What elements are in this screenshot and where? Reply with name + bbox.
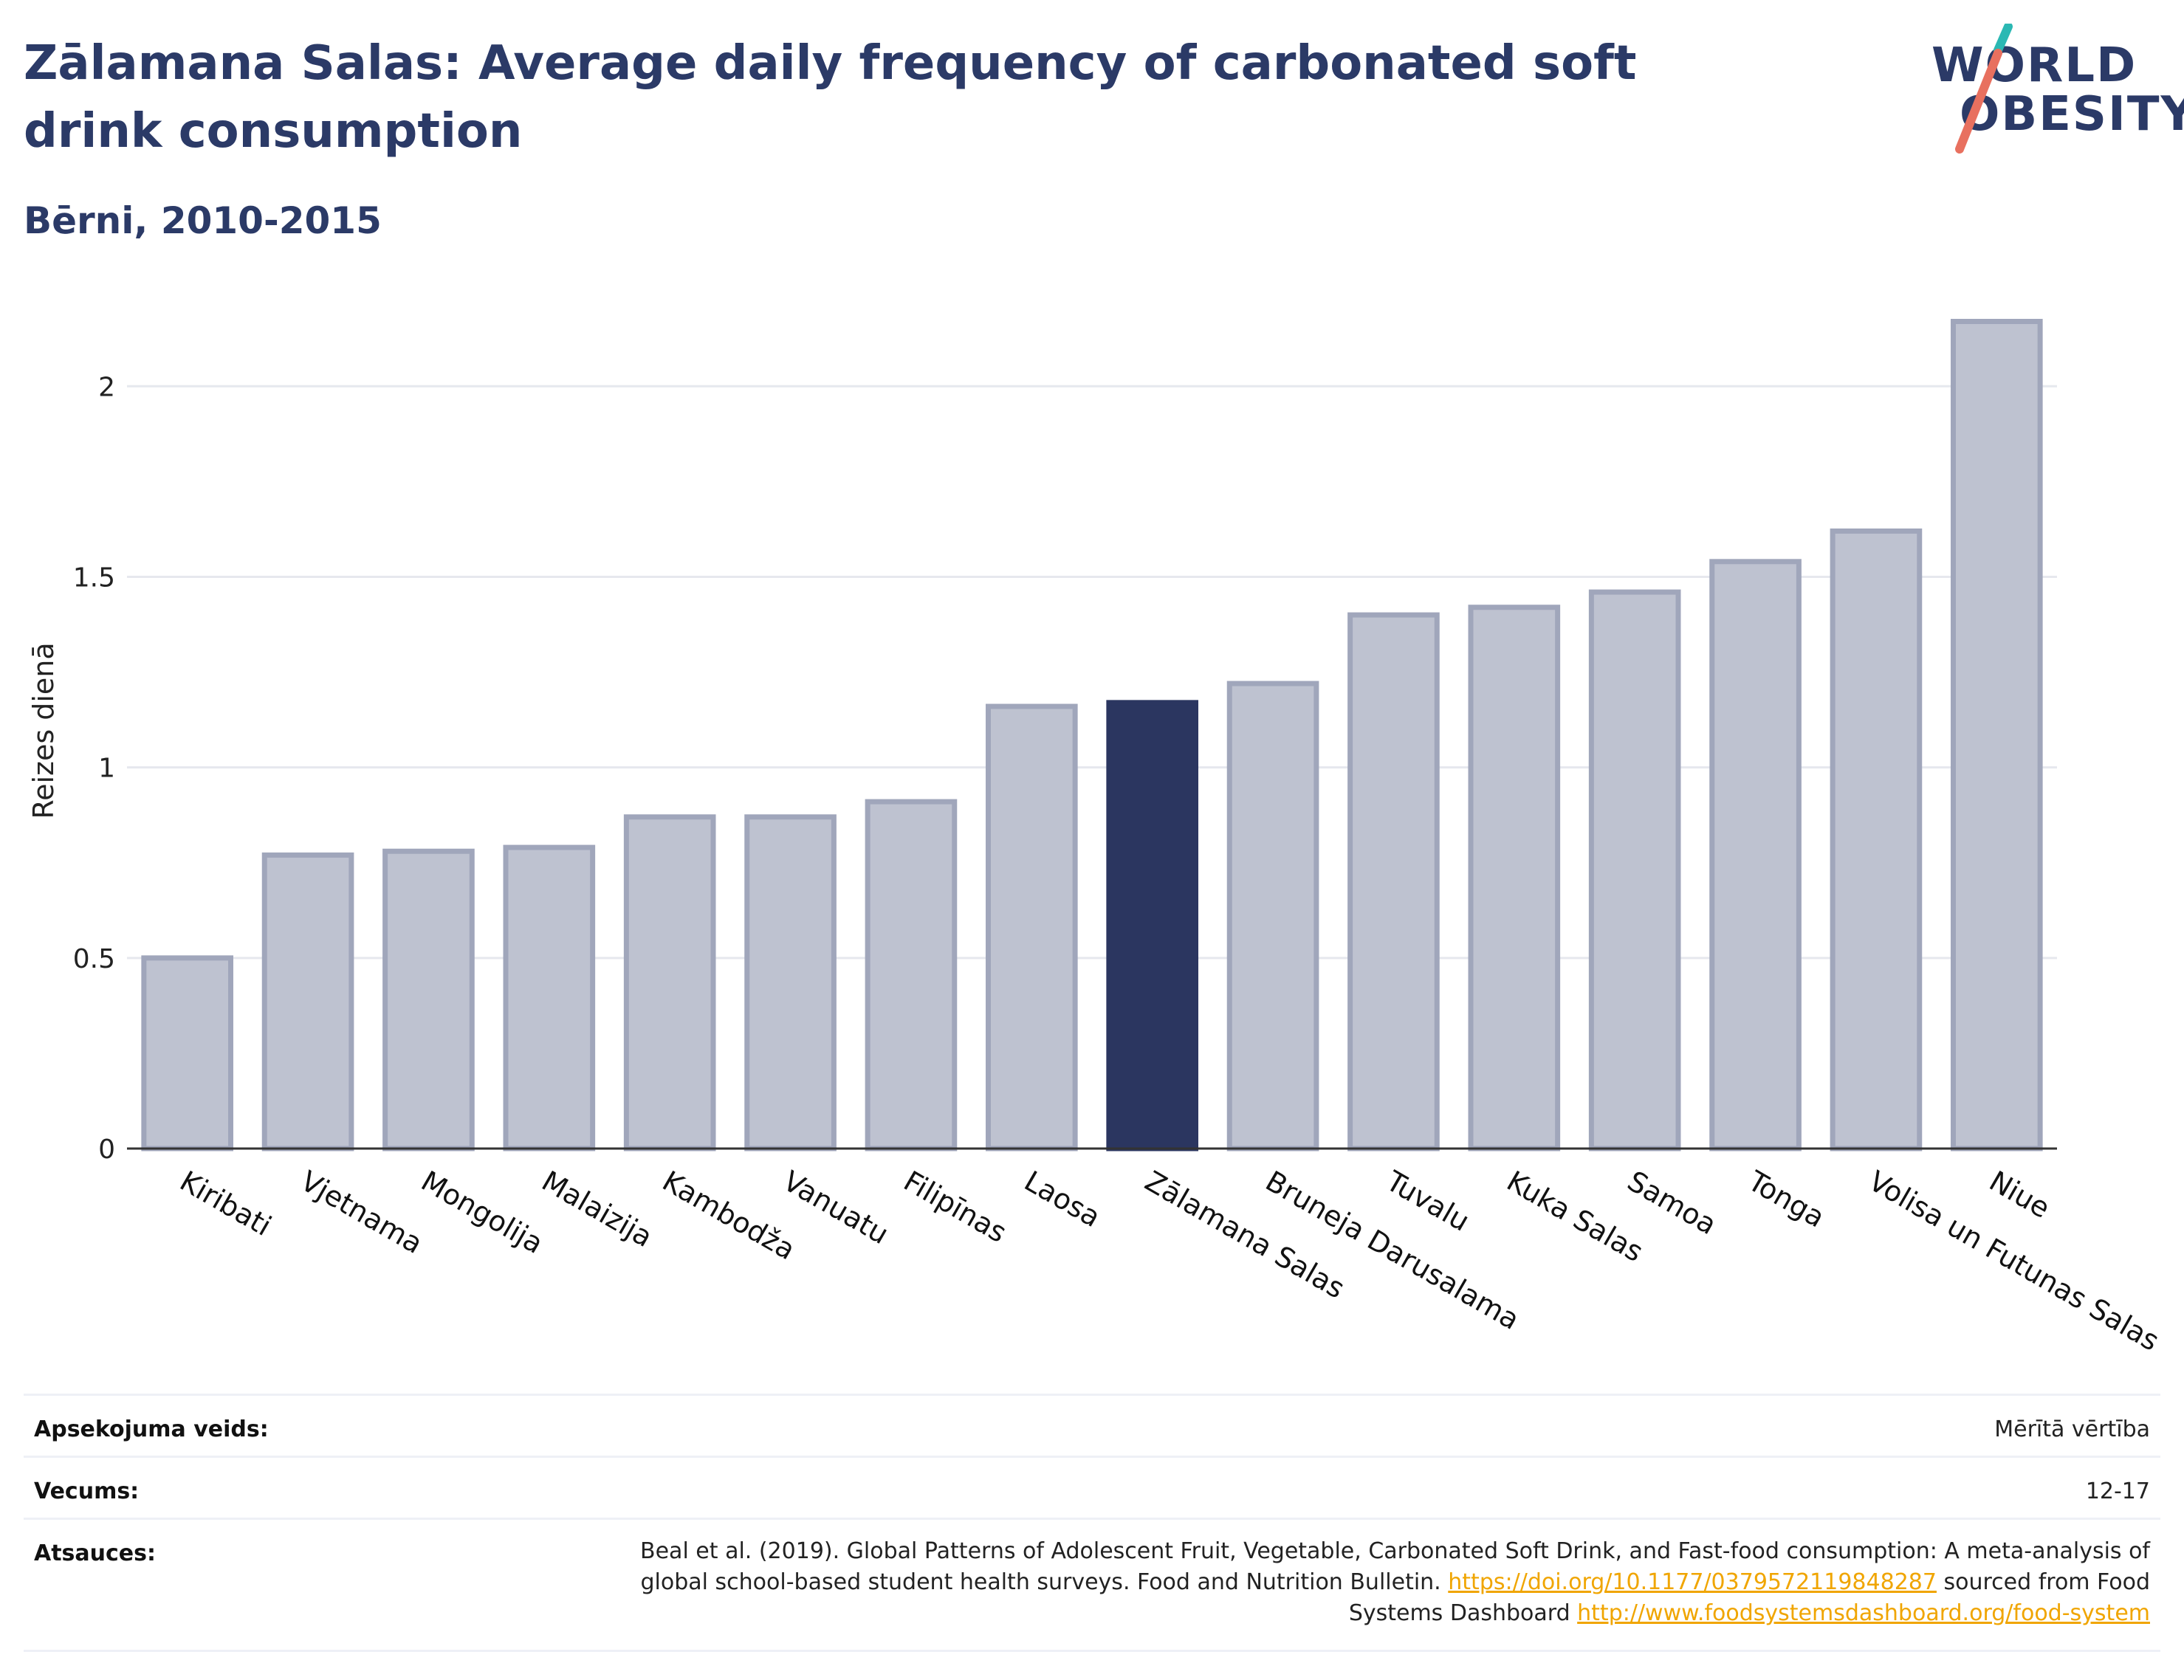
bar xyxy=(985,703,1078,1151)
bar xyxy=(1588,589,1681,1151)
source-text-2: sourced from Food Systems Dashboard xyxy=(1348,1569,2150,1626)
bar xyxy=(141,955,234,1151)
bar xyxy=(382,848,475,1151)
meta-row-survey: Apsekojuma veids: Mērītā vērtība xyxy=(24,1394,2160,1458)
bar xyxy=(261,852,354,1151)
y-tick-label: 0.5 xyxy=(73,944,115,974)
x-tick-label: Kuka Salas xyxy=(1501,1165,1648,1269)
bar xyxy=(1709,559,1802,1151)
source-value: Beal et al. (2019). Global Patterns of A… xyxy=(636,1536,2150,1629)
age-value: 12-17 xyxy=(2085,1478,2150,1504)
meta-row-source: Atsauces: Beal et al. (2019). Global Pat… xyxy=(24,1518,2160,1652)
source-text-1: Beal et al. (2019). Global Patterns of A… xyxy=(640,1538,2150,1595)
x-tick-label: Tonga xyxy=(1742,1164,1830,1233)
x-tick-label: Malaizija xyxy=(536,1165,658,1254)
y-tick-label: 0 xyxy=(98,1135,115,1165)
source-label: Atsauces: xyxy=(34,1540,156,1566)
y-axis-label: Reizes dienā xyxy=(27,642,60,819)
logo-slash-icon xyxy=(1955,24,2013,154)
bar xyxy=(1226,681,1319,1151)
logo-line-1: WORLD xyxy=(1931,38,2137,93)
meta-row-age: Vecums: 12-17 xyxy=(24,1456,2160,1520)
y-axis-ticks: 0 0.5 1 1.5 2 xyxy=(73,372,115,1165)
x-tick-label: Mongolija xyxy=(416,1165,549,1260)
y-tick-label: 2 xyxy=(98,372,115,402)
x-tick-label: Kiribati xyxy=(174,1165,277,1242)
bar-highlight xyxy=(1106,700,1199,1151)
page-subtitle: Bērni, 2010-2015 xyxy=(24,199,382,242)
x-tick-label: Niue xyxy=(1984,1165,2056,1225)
bar xyxy=(1830,528,1923,1151)
x-tick-label: Filipīnas xyxy=(899,1165,1012,1249)
survey-value: Mērītā vērtība xyxy=(1994,1416,2150,1442)
bar-chart: 0 0.5 1 1.5 2 Kiribati VjetnamaMongolijaMalai… xyxy=(27,318,2165,1357)
x-tick-label: Zālamana Salas xyxy=(1139,1165,1350,1305)
y-tick-label: 1.5 xyxy=(73,562,115,593)
world-obesity-logo: WORLD OBESITY xyxy=(1927,24,2184,156)
bar xyxy=(744,814,837,1151)
source-link-2[interactable]: http://www.foodsystemsdashboard.org/food… xyxy=(1577,1600,2150,1626)
x-tick-label: Samoa xyxy=(1622,1165,1722,1242)
bar xyxy=(623,814,716,1151)
x-tick-label: Vjetnama xyxy=(295,1165,428,1260)
bar xyxy=(1950,318,2043,1151)
logo-line-2: OBESITY xyxy=(1960,87,2184,142)
bar xyxy=(1468,605,1561,1151)
age-label: Vecums: xyxy=(34,1478,140,1504)
bar xyxy=(1347,612,1440,1151)
y-tick-label: 1 xyxy=(98,754,115,784)
chart-bars xyxy=(141,318,2043,1151)
page-title: Zālamana Salas: Average daily frequency … xyxy=(24,36,1637,159)
x-tick-label: Kambodža xyxy=(657,1165,801,1267)
x-tick-label: Tuvalu xyxy=(1380,1164,1474,1238)
bar xyxy=(503,844,596,1151)
x-tick-label: Laosa xyxy=(1019,1165,1106,1234)
x-axis-ticks: Kiribati VjetnamaMongolijaMalaizijaKambod… xyxy=(174,1164,2164,1357)
source-link-1[interactable]: https://doi.org/10.1177/0379572119848287 xyxy=(1448,1569,1937,1595)
survey-label: Apsekojuma veids: xyxy=(34,1416,269,1442)
bar xyxy=(865,799,958,1151)
